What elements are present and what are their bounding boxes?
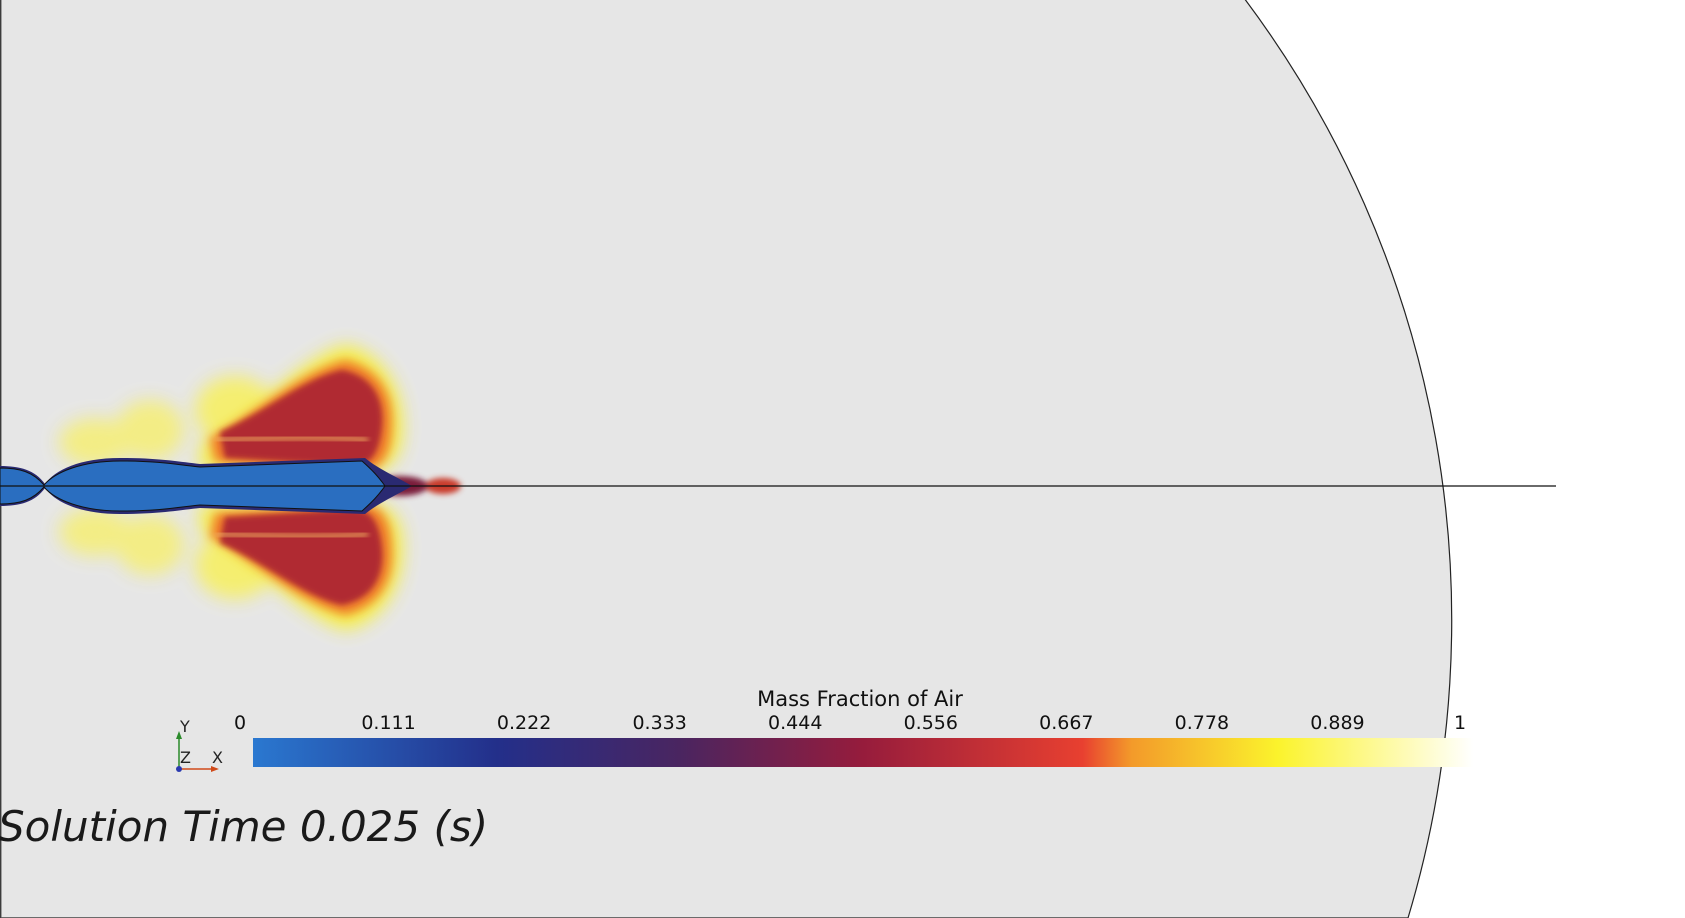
domain-region: [0, 0, 1453, 918]
axis-x-label: X: [212, 748, 223, 767]
axis-z-label: Z: [180, 748, 191, 767]
legend-title: Mass Fraction of Air: [757, 687, 963, 711]
solution-time-label: Solution Time 0.025 (s): [0, 802, 489, 851]
legend-tick-label: 0.889: [1310, 712, 1365, 734]
legend-tick-label: 0: [233, 712, 247, 734]
legend-tick-label: 0.556: [903, 712, 958, 734]
legend-tick-label: 0.222: [496, 712, 552, 734]
legend-tick-label: 0.444: [768, 712, 823, 734]
axis-y-label: Y: [180, 717, 190, 736]
plume-streak: [214, 435, 369, 443]
legend-tick-label: 0.667: [1039, 712, 1094, 734]
legend-tick-label: 1: [1453, 712, 1467, 734]
legend-tick-label: 0.111: [361, 712, 416, 734]
axis-triad: [176, 731, 219, 772]
colorbar: [253, 738, 1473, 767]
legend-tick-label: 0.778: [1174, 712, 1230, 734]
plume-streak-lower: [214, 531, 369, 539]
legend-tick-label: 0.333: [632, 712, 687, 734]
